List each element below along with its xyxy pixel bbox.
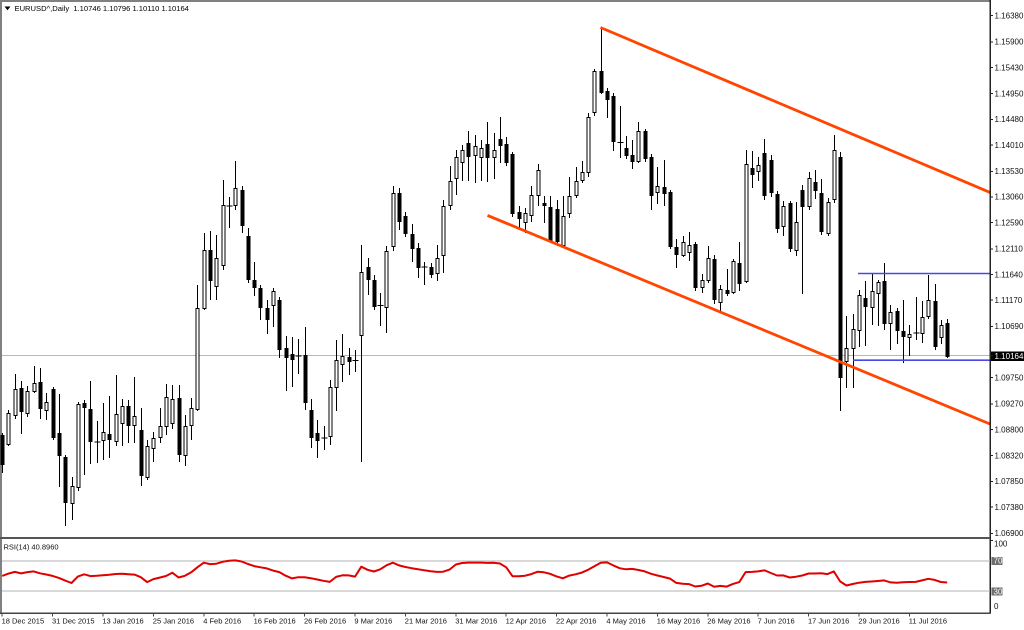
svg-text:1.09750: 1.09750 — [995, 374, 1024, 383]
svg-text:7 Jun 2016: 7 Jun 2016 — [758, 617, 795, 626]
svg-text:1.14480: 1.14480 — [995, 115, 1024, 124]
svg-text:22 Apr 2016: 22 Apr 2016 — [556, 617, 596, 626]
svg-text:1.08800: 1.08800 — [995, 425, 1024, 434]
svg-text:1.14010: 1.14010 — [995, 141, 1024, 150]
svg-text:16 May 2016: 16 May 2016 — [657, 617, 700, 626]
svg-text:25 Jan 2016: 25 Jan 2016 — [153, 617, 194, 626]
svg-text:1.12110: 1.12110 — [995, 245, 1024, 254]
svg-text:1.11170: 1.11170 — [995, 296, 1023, 305]
svg-text:1.07850: 1.07850 — [995, 477, 1024, 486]
svg-text:1.10164: 1.10164 — [995, 352, 1024, 361]
svg-text:1.15900: 1.15900 — [995, 38, 1024, 47]
svg-text:1.06900: 1.06900 — [995, 529, 1024, 538]
svg-text:1.14950: 1.14950 — [995, 90, 1024, 99]
svg-text:17 Jun 2016: 17 Jun 2016 — [808, 617, 849, 626]
svg-text:1.16380: 1.16380 — [995, 12, 1024, 21]
svg-text:1.13060: 1.13060 — [995, 193, 1024, 202]
svg-text:26 Feb 2016: 26 Feb 2016 — [304, 617, 346, 626]
svg-text:18 Dec 2015: 18 Dec 2015 — [2, 617, 45, 626]
svg-text:30: 30 — [994, 588, 1003, 597]
svg-text:1.13530: 1.13530 — [995, 167, 1024, 176]
svg-text:EURUSD^,Daily 1.10746 1.10796: EURUSD^,Daily 1.10746 1.10796 1.10110 1.… — [15, 4, 189, 13]
svg-text:26 May 2016: 26 May 2016 — [707, 617, 750, 626]
svg-text:13 Jan 2016: 13 Jan 2016 — [102, 617, 143, 626]
svg-text:29 Jun 2016: 29 Jun 2016 — [858, 617, 899, 626]
svg-text:16 Feb 2016: 16 Feb 2016 — [254, 617, 296, 626]
svg-text:70: 70 — [994, 557, 1003, 566]
svg-text:1.10690: 1.10690 — [995, 322, 1024, 331]
svg-text:21 Mar 2016: 21 Mar 2016 — [405, 617, 447, 626]
svg-text:31 Dec 2015: 31 Dec 2015 — [52, 617, 95, 626]
svg-text:31 Mar 2016: 31 Mar 2016 — [455, 617, 497, 626]
svg-text:4 May 2016: 4 May 2016 — [606, 617, 645, 626]
svg-text:0: 0 — [994, 602, 999, 611]
svg-text:1.15430: 1.15430 — [995, 63, 1024, 72]
svg-text:1.09270: 1.09270 — [995, 400, 1024, 409]
svg-text:1.07380: 1.07380 — [995, 503, 1024, 512]
svg-text:12 Apr 2016: 12 Apr 2016 — [506, 617, 546, 626]
svg-text:1.08320: 1.08320 — [995, 452, 1024, 461]
svg-text:9 Mar 2016: 9 Mar 2016 — [354, 617, 392, 626]
svg-text:4 Feb 2016: 4 Feb 2016 — [203, 617, 241, 626]
svg-text:1.12590: 1.12590 — [995, 218, 1024, 227]
svg-text:RSI(14) 40.8960: RSI(14) 40.8960 — [4, 543, 59, 552]
svg-text:1.11640: 1.11640 — [995, 270, 1024, 279]
svg-text:100: 100 — [994, 540, 1008, 549]
svg-text:11 Jul 2016: 11 Jul 2016 — [909, 617, 947, 626]
